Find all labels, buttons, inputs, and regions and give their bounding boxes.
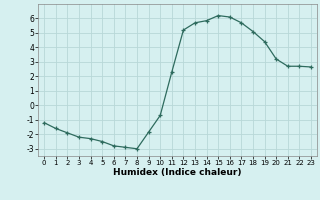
X-axis label: Humidex (Indice chaleur): Humidex (Indice chaleur) [113,168,242,177]
